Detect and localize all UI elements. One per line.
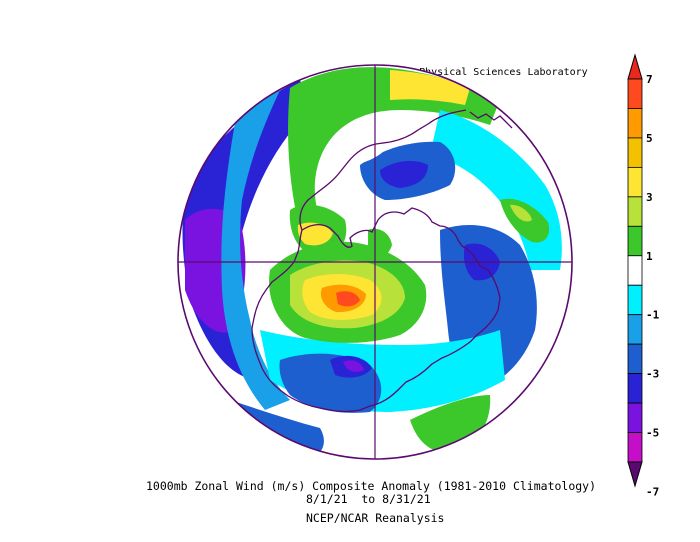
colorbar-tick-label: 1: [646, 250, 653, 263]
colorbar-tick-label: -1: [646, 309, 660, 322]
colorbar-tick-label: 7: [646, 73, 653, 86]
colorbar-bin: [627, 137, 643, 168]
footer-title: 1000mb Zonal Wind (m/s) Composite Anomal…: [146, 479, 596, 493]
colorbar-bin: [627, 314, 643, 345]
colorbar-bin: [627, 78, 643, 109]
neg-strong-northeast: [380, 160, 428, 188]
colorbar-tick-label: 3: [646, 191, 653, 204]
neg-light-band-west: [221, 80, 290, 410]
footer-dates: 8/1/21 to 8/31/21: [306, 492, 431, 506]
colorbar-tick-label: -3: [646, 368, 659, 381]
colorbar-bin: [627, 432, 643, 463]
island-chain-path: [469, 111, 513, 129]
colorbar-bin: [627, 284, 643, 316]
coastline-path: [251, 207, 501, 413]
colorbar-bin: [627, 255, 643, 286]
pos-yellow-west-lobe: [297, 222, 333, 246]
neutral-band-inner: [330, 130, 395, 165]
colorbar-bin: [627, 108, 643, 139]
pos-mid-east: [510, 204, 532, 222]
colorbar-arrow-top: [627, 53, 643, 80]
colorbar-bin: [627, 166, 643, 198]
credit-text: NOAA Physical Sciences Laboratory: [389, 67, 588, 78]
colorbar-bin: [627, 343, 643, 375]
colorbar-bin: [627, 225, 643, 257]
pos-green-center-small: [368, 228, 392, 259]
very-neg-south: [343, 360, 364, 372]
colorbar: 7 5 3 1 -1 -3 -5 -7: [627, 53, 660, 498]
graticule: [178, 65, 572, 459]
antarctic-coastline: [251, 109, 513, 413]
colorbar-tick-label: 5: [646, 132, 653, 145]
colorbar-bin: [627, 196, 643, 227]
colorbar-tick-label: -5: [646, 427, 659, 440]
pos-yellow-north: [390, 70, 470, 105]
footer-source: NCEP/NCAR Reanalysis: [306, 511, 444, 525]
pos-band-north: [288, 67, 500, 230]
colorbar-bin: [627, 402, 643, 433]
colorbar-arrow-bottom: [627, 461, 643, 488]
colorbar-tick-label: -7: [646, 485, 659, 498]
peninsula-path: [299, 109, 467, 231]
map-boundary: [177, 64, 573, 460]
colorbar-bin: [627, 373, 643, 404]
pos-center-red: [336, 291, 360, 307]
